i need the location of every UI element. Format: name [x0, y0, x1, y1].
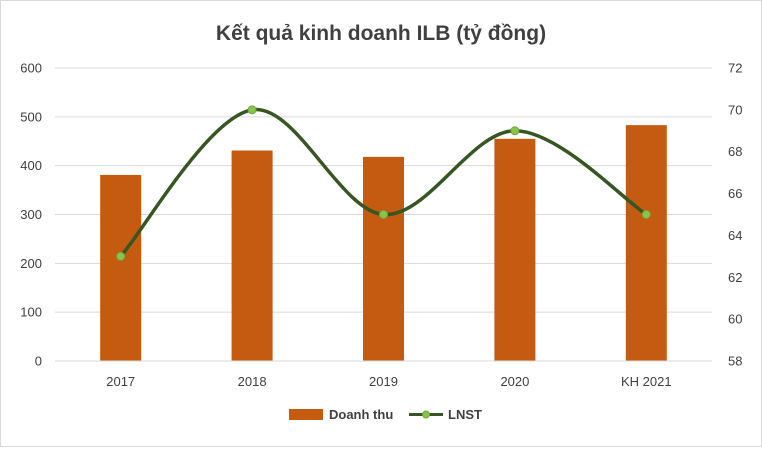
right-axis: 58 60 62 64 66 68 70 72	[728, 61, 742, 369]
bar-doanh-thu	[100, 174, 142, 361]
point-lnst	[247, 105, 257, 115]
y-left-tick-label: 600	[20, 61, 42, 76]
y-left-tick-label: 100	[20, 305, 42, 320]
x-tick-label: 2020	[500, 374, 529, 389]
legend-marker-lnst	[422, 410, 430, 419]
line-lnst	[118, 108, 649, 259]
point-lnst	[510, 126, 520, 136]
x-tick-label: 2017	[106, 374, 135, 389]
bar-doanh-thu	[625, 125, 667, 361]
x-axis: 2017 2018 2019 2020 KH 2021	[55, 360, 712, 389]
legend-swatch-doanh-thu	[289, 409, 323, 420]
point-lnst	[641, 210, 651, 219]
y-left-tick-label: 0	[35, 354, 42, 369]
y-right-tick-label: 62	[728, 270, 742, 285]
x-tick-label: 2018	[238, 374, 267, 389]
y-left-tick-label: 300	[20, 207, 42, 222]
y-right-tick-label: 58	[728, 354, 742, 369]
legend-label-doanh-thu: Doanh thu	[329, 407, 393, 422]
y-right-tick-label: 70	[728, 102, 742, 117]
bar-series	[100, 125, 667, 361]
y-right-tick-label: 72	[728, 61, 742, 76]
y-right-tick-label: 60	[728, 312, 742, 327]
point-lnst	[379, 210, 388, 219]
y-right-tick-label: 64	[728, 228, 742, 243]
point-lnst	[116, 251, 126, 261]
y-left-tick-label: 500	[20, 109, 42, 124]
y-right-tick-label: 66	[728, 186, 742, 201]
legend: Doanh thu LNST	[289, 407, 482, 422]
y-right-tick-label: 68	[728, 144, 742, 159]
line-series	[116, 105, 651, 261]
y-left-tick-label: 400	[20, 158, 42, 173]
chart-title: Kết quả kinh doanh ILB (tỷ đồng)	[216, 22, 546, 45]
x-tick-label: 2019	[369, 374, 398, 389]
bar-doanh-thu	[494, 138, 536, 361]
bar-doanh-thu	[363, 156, 404, 361]
bar-doanh-thu	[231, 150, 273, 361]
left-axis: 0 100 200 300 400 500 600	[20, 61, 42, 369]
x-tick-label: KH 2021	[621, 374, 672, 389]
y-left-tick-label: 200	[20, 256, 42, 271]
legend-label-lnst: LNST	[448, 407, 482, 422]
